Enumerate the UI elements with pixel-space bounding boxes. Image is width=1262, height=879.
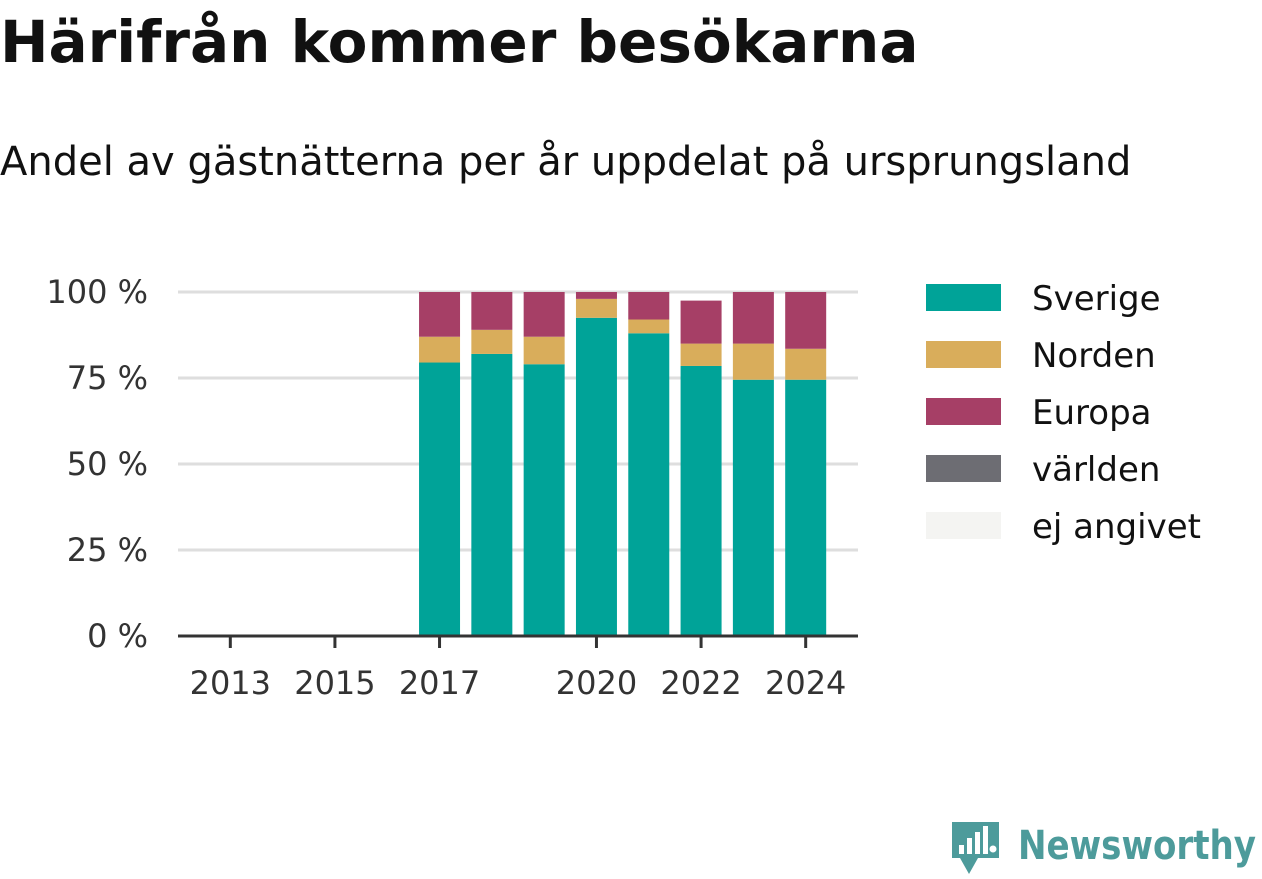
x-tick-label: 2022 — [660, 664, 741, 702]
bar-segment — [680, 300, 722, 344]
bar-segment — [471, 353, 513, 636]
legend-swatch — [926, 341, 1001, 368]
bar-segment — [732, 343, 774, 380]
legend: Sverige Norden Europa världen ej angivet — [926, 279, 1201, 547]
y-tick-label: 75 % — [67, 359, 148, 397]
newsworthy-logo-icon — [952, 822, 999, 874]
x-tick-label: 2020 — [556, 664, 637, 702]
y-tick-label: 100 % — [46, 273, 148, 311]
bar-segment — [680, 343, 722, 366]
legend-swatch — [926, 455, 1001, 482]
x-tick-label: 2024 — [765, 664, 846, 702]
bar-segment — [419, 362, 461, 636]
bar-segment — [523, 364, 565, 636]
chart-title: Härifrån kommer besökarna — [0, 8, 919, 76]
bar-segment — [575, 292, 617, 299]
bar-segment — [523, 292, 565, 337]
y-tick-label: 25 % — [67, 531, 148, 569]
x-tick-label: 2013 — [190, 664, 271, 702]
bar-segment — [471, 292, 513, 330]
y-tick-label: 50 % — [67, 445, 148, 483]
bar-segment — [523, 336, 565, 365]
bar-segment — [628, 292, 670, 320]
legend-label: världen — [1032, 450, 1160, 490]
bar-segment — [732, 379, 774, 636]
brand-name: Newsworthy — [1018, 823, 1256, 869]
legend-label: Norden — [1032, 336, 1156, 376]
legend-label: Sverige — [1032, 279, 1161, 319]
x-tick-label: 2017 — [399, 664, 480, 702]
bar-segment — [680, 365, 722, 636]
bar-segment — [575, 298, 617, 318]
bar-segment — [732, 292, 774, 344]
axes: 0 % 25 % 50 % 75 % 100 % 2013 2015 2017 2020 2022… — [46, 273, 858, 702]
x-tick-label: 2015 — [294, 664, 375, 702]
bar-segment — [785, 348, 827, 380]
chart-subtitle: Andel av gästnätterna per år uppdelat på… — [0, 139, 1132, 185]
legend-swatch — [926, 398, 1001, 425]
bar-segment — [575, 317, 617, 636]
y-tick-label: 0 % — [87, 617, 148, 655]
bar-segment — [628, 319, 670, 334]
bar-segment — [419, 292, 461, 337]
legend-swatch — [926, 284, 1001, 311]
bar-segment — [785, 379, 827, 636]
bar-segment — [471, 329, 513, 354]
bar-segment — [785, 292, 827, 349]
legend-swatch — [926, 512, 1001, 539]
bar-segment — [419, 336, 461, 363]
legend-label: Europa — [1032, 393, 1151, 433]
newsworthy-brand: Newsworthy — [952, 822, 1256, 874]
legend-label: ej angivet — [1032, 507, 1201, 547]
bars — [419, 292, 827, 636]
bar-segment — [628, 333, 670, 636]
